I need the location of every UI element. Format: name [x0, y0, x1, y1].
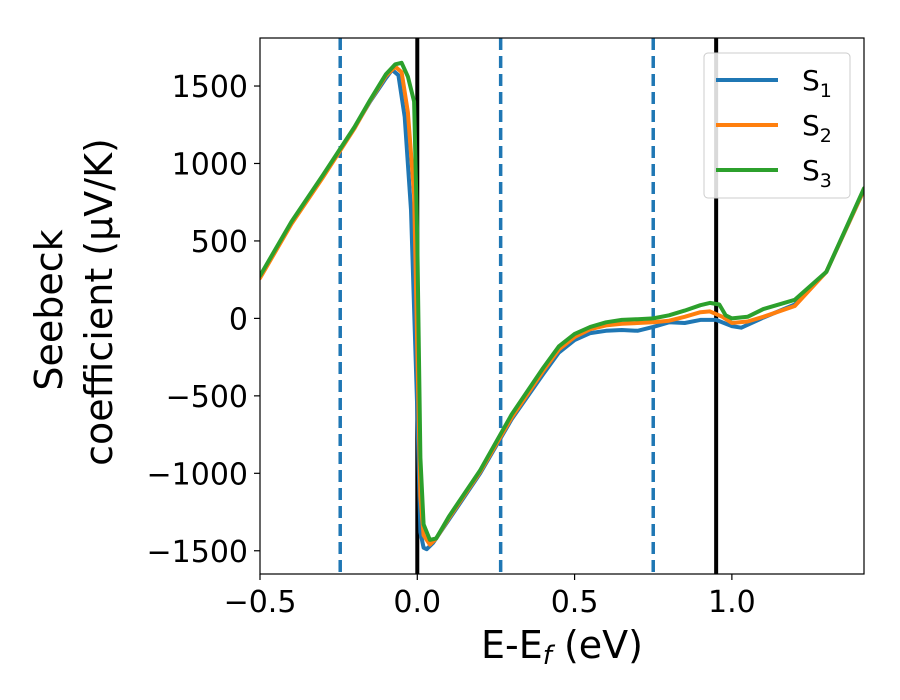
series-lines [260, 60, 864, 552]
x-tick-label: 0.5 [551, 585, 599, 620]
y-tick-label: 1500 [172, 70, 248, 105]
y-tick-label: 0 [229, 302, 248, 337]
y-axis-label: Seebeck coefficient (μV/K) [27, 138, 121, 466]
y-axis-label-line2: coefficient (μV/K) [77, 138, 121, 466]
series-line-s3 [260, 60, 864, 542]
y-axis-label-line1: Seebeck [27, 229, 71, 390]
x-tick-label: −0.5 [224, 585, 297, 620]
y-tick-label: 500 [191, 225, 248, 260]
legend-label-s2: S2 [802, 109, 832, 147]
y-axis-ticks: −1500 −1000 −500 0 500 1000 1500 [147, 70, 260, 570]
x-axis-label: E-Ef (eV) [481, 623, 643, 671]
y-tick-label: −1500 [147, 535, 248, 570]
y-tick-label: 1000 [172, 147, 248, 182]
x-tick-label: 1.0 [708, 585, 756, 620]
vertical-lines [338, 38, 719, 574]
y-tick-label: −500 [166, 380, 248, 415]
x-axis-ticks: −0.5 0.0 0.5 1.0 [224, 574, 756, 620]
legend-label-s3: S3 [802, 154, 832, 192]
x-tick-label: 0.0 [393, 585, 441, 620]
plot-frame [259, 37, 865, 575]
legend: S1 S2 S3 [703, 52, 851, 199]
y-tick-label: −1000 [147, 457, 248, 492]
legend-label-s1: S1 [802, 64, 832, 102]
